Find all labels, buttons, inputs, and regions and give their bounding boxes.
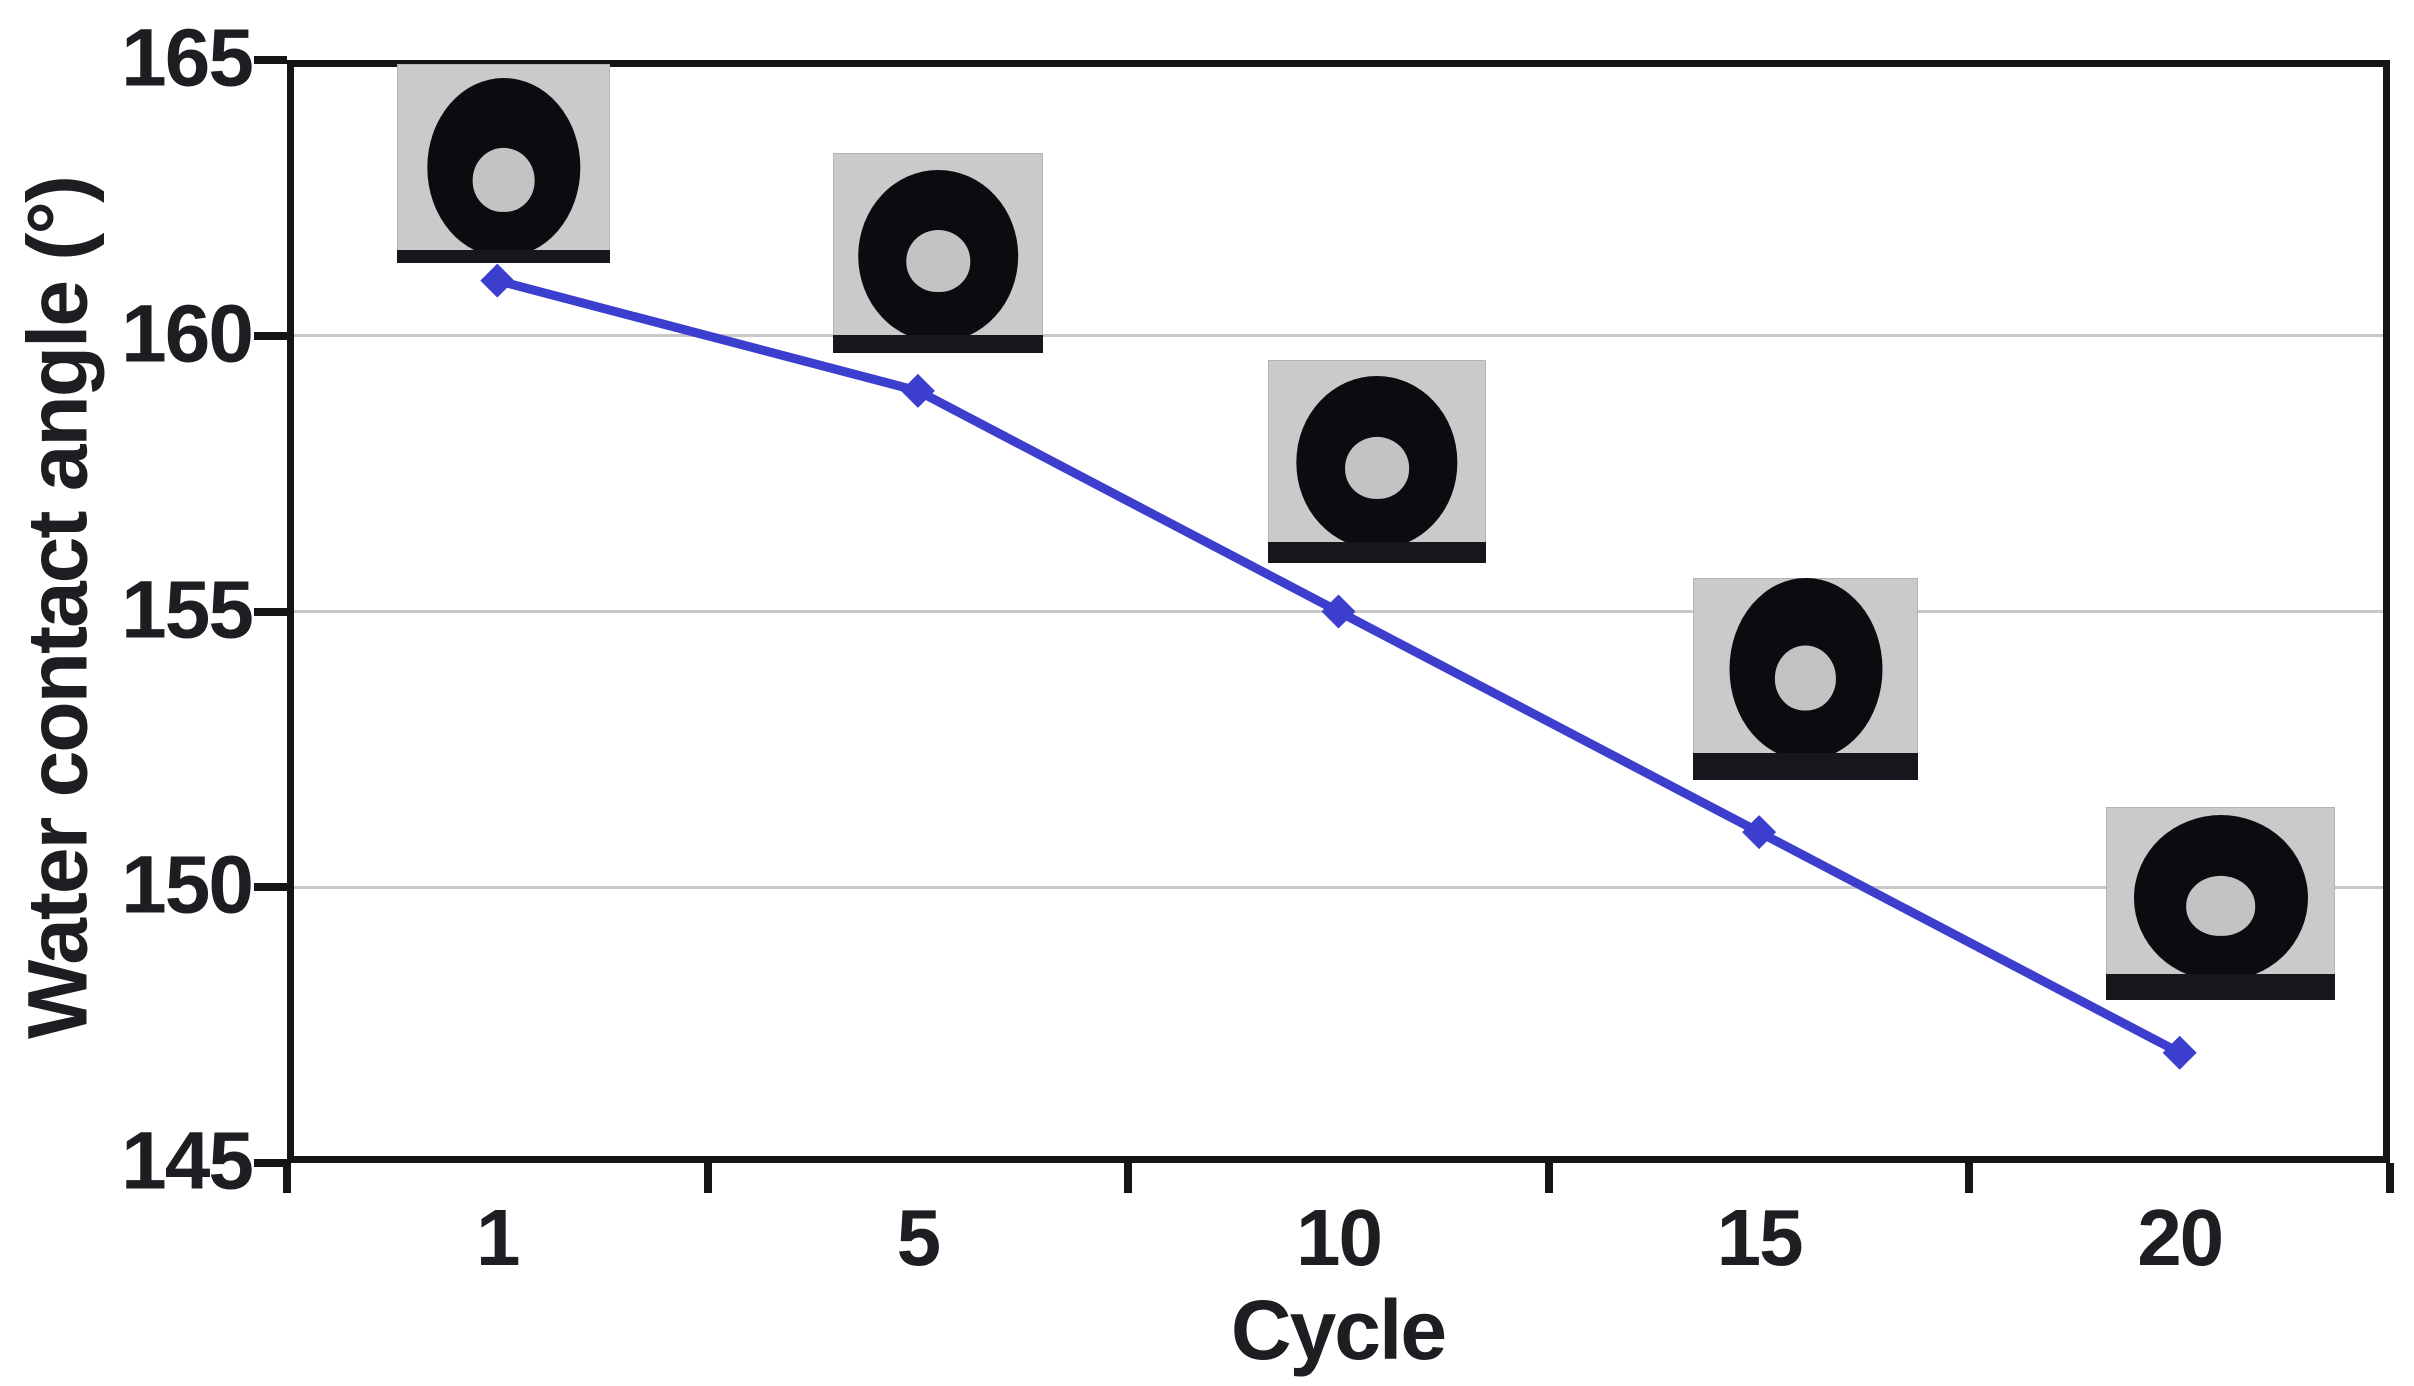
y-tick-label-150: 150 [121,839,254,931]
data-point-cycle-5 [900,373,935,408]
droplet-reflection [1774,645,1837,711]
droplet-baseline [1268,542,1486,563]
y-tick-160 [254,331,287,340]
x-tick-label-20: 20 [2137,1193,2224,1282]
y-tick-165 [254,56,287,64]
x-tick-0 [283,1163,291,1193]
y-tick-label-155: 155 [121,563,254,655]
y-tick-label-160: 160 [121,288,254,380]
x-tick-1 [703,1163,712,1193]
droplet-silhouette [426,77,581,257]
droplet-baseline [1693,753,1918,780]
droplet-silhouette [2133,815,2308,981]
droplet-photo-cycle-5 [833,153,1043,353]
gridline-150 [294,885,2383,889]
x-tick-label-15: 15 [1716,1193,1804,1282]
droplet-reflection [2185,876,2256,936]
droplet-photo-cycle-15 [1693,578,1918,780]
droplet-reflection [1344,436,1410,499]
droplet-silhouette [1729,578,1882,760]
x-tick-5 [2386,1163,2394,1193]
y-tick-label-165: 165 [121,12,254,104]
data-point-cycle-1 [480,263,515,298]
data-point-cycle-20 [2162,1035,2197,1070]
droplet-baseline [833,335,1043,353]
x-tick-label-10: 10 [1296,1193,1383,1282]
plot-frame [287,60,2390,1163]
droplet-reflection [906,229,970,292]
y-tick-label-145: 145 [121,1115,254,1207]
series-line [496,276,2182,1057]
x-tick-label-5: 5 [896,1193,942,1282]
droplet-photo-cycle-1 [397,64,610,263]
x-axis-title: Cycle [1230,1283,1447,1377]
droplet-baseline [2106,974,2335,1000]
gridline-160 [294,334,2383,338]
droplet-photo-cycle-20 [2106,807,2335,1000]
x-tick-4 [1965,1163,1974,1193]
data-point-cycle-15 [1742,815,1777,850]
y-tick-145 [254,1159,287,1167]
droplet-silhouette [1296,376,1458,549]
droplet-silhouette [858,170,1018,342]
x-tick-3 [1544,1163,1553,1193]
droplet-baseline [397,250,610,263]
y-tick-150 [254,883,287,892]
x-tick-label-1: 1 [476,1193,521,1282]
droplet-photo-cycle-10 [1268,360,1486,563]
x-tick-2 [1124,1163,1133,1193]
y-tick-155 [254,607,287,616]
data-point-cycle-10 [1321,594,1356,629]
droplet-reflection [472,147,535,213]
